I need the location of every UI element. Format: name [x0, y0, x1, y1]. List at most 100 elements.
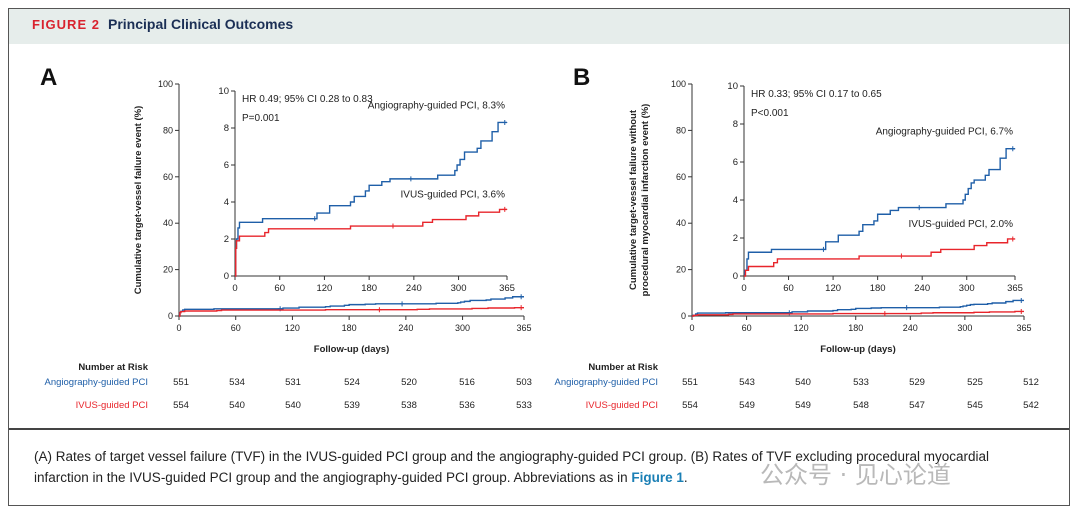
- panel-a-inset-x-tick-label: 120: [316, 283, 332, 294]
- panel-a-inset-censor-mark: [408, 176, 414, 182]
- panel-a-series-label-ivus-guided-pci: IVUS-guided PCI, 3.6%: [401, 189, 506, 200]
- panel-a-risk-value: 540: [229, 400, 245, 411]
- panel-a-inset-x-tick-label: 300: [451, 283, 467, 294]
- panel-a-main-x-tick-label: 300: [455, 323, 470, 333]
- panel-b-inset-y-tick-label: 0: [733, 271, 738, 282]
- panel-b-annotation: HR 0.33; 95% CI 0.17 to 0.65: [751, 89, 882, 100]
- figure-caption: (A) Rates of target vessel failure (TVF)…: [34, 446, 1034, 488]
- panel-a-risk-value: 533: [516, 400, 532, 411]
- panel-b-risk-value: 540: [795, 377, 811, 388]
- panel-a-inset-censor-mark: [502, 206, 508, 212]
- panel-a-inset-x-tick-label: 365: [499, 283, 515, 294]
- figure-1-link[interactable]: Figure 1: [631, 470, 684, 485]
- panel-a-inset-censor-mark: [502, 119, 508, 125]
- panel-b-main-y-tick-label: 80: [676, 125, 686, 135]
- panel-a-inset-y-tick-label: 0: [224, 271, 229, 282]
- panel-b-risk-value: 525: [967, 377, 983, 388]
- panel-a-inset-y-tick-label: 4: [224, 197, 229, 208]
- figure-frame: [8, 8, 1070, 506]
- panel-a-inset-ivus-guided-pci-curve: [235, 208, 507, 277]
- panel-a-inset-censor-mark: [312, 216, 318, 222]
- panel-a-main-y-tick-label: 60: [163, 172, 173, 182]
- panel-a-x-axis-label: Follow-up (days): [314, 344, 389, 355]
- panel-a-main-censor-mark: [518, 305, 524, 311]
- panel-a-inset-y-tick-label: 2: [224, 234, 229, 245]
- panel-a-risk-value: 534: [229, 377, 245, 388]
- panel-b-inset-censor-mark: [1010, 146, 1016, 152]
- panel-a-y-axis-label: Cumulative target-vessel failure event (…: [133, 106, 144, 294]
- panel-a-main-y-tick-label: 20: [163, 265, 173, 275]
- panel-b-inset-y-tick-label: 2: [733, 233, 738, 244]
- panel-b-risk-value: 548: [853, 400, 869, 411]
- panel-a-main-censor-mark: [376, 307, 382, 313]
- panel-b-y-axis-label-line: Cumulative target-vessel failure without: [628, 109, 639, 290]
- panel-a-inset-y-tick-label: 10: [218, 86, 229, 97]
- panel-b-inset-x-tick-label: 365: [1007, 283, 1023, 294]
- panel-b-main-censor-mark: [1018, 308, 1024, 314]
- panel-b-inset-angiography-guided-pci-curve: [744, 148, 1015, 277]
- panel-b-risk-label-ivus-guided-pci: IVUS-guided PCI: [586, 400, 658, 411]
- panel-b-risk-value: 551: [682, 377, 698, 388]
- panel-b-inset-censor-mark: [898, 253, 904, 259]
- panel-b-main-angiography-guided-pci-curve: [692, 299, 1024, 317]
- panel-b-inset-y-tick-label: 4: [733, 195, 738, 206]
- panel-b-inset-ivus-guided-pci-curve: [744, 238, 1015, 277]
- panel-b-annotation: P<0.001: [751, 108, 789, 119]
- panel-a-main-y-tick-label: 80: [163, 125, 173, 135]
- panel-a-main-y-tick-label: 0: [168, 311, 173, 321]
- panel-a-series-label-angiography-guided-pci: Angiography-guided PCI, 8.3%: [368, 100, 505, 111]
- panel-b-risk-value: 529: [909, 377, 925, 388]
- panel-a-annotation: P=0.001: [242, 113, 280, 124]
- caption-text: (A) Rates of target vessel failure (TVF)…: [34, 449, 989, 485]
- panel-a-risk-value: 531: [285, 377, 301, 388]
- panel-a-main-x-tick-label: 365: [516, 323, 531, 333]
- panel-a-main-ivus-guided-pci-curve: [179, 306, 524, 317]
- panel-a-inset-x-tick-label: 240: [406, 283, 422, 294]
- panel-b-inset-x-tick-label: 0: [741, 283, 746, 294]
- panel-b-risk-value: 549: [795, 400, 811, 411]
- panel-a-main-y-tick-label: 100: [158, 79, 173, 89]
- panel-b-inset-x-tick-label: 120: [825, 283, 841, 294]
- panel-b-inset-y-tick-label: 10: [727, 81, 738, 92]
- panel-b-main-x-tick-label: 0: [689, 323, 694, 333]
- panel-a-main-x-tick-label: 60: [231, 323, 241, 333]
- panel-a-risk-value: 516: [459, 377, 475, 388]
- panel-b-risk-value: 543: [739, 377, 755, 388]
- panel-a-inset-x-tick-label: 60: [274, 283, 285, 294]
- caption-end: .: [683, 470, 688, 485]
- panel-a-risk-value: 539: [344, 400, 360, 411]
- panel-a-risk-value: 503: [516, 377, 532, 388]
- panel-b-main-censor-mark: [904, 305, 910, 311]
- panel-b-main-y-tick-label: 0: [681, 311, 686, 321]
- panel-b-risk-value: 533: [853, 377, 869, 388]
- panel-a-risk-value: 540: [285, 400, 301, 411]
- panel-b-main-x-tick-label: 180: [848, 323, 863, 333]
- panel-b-inset-censor-mark: [820, 246, 826, 252]
- panel-b-risk-value: 545: [967, 400, 983, 411]
- panel-a-main-x-tick-label: 120: [285, 323, 300, 333]
- panel-b-main-x-tick-label: 120: [794, 323, 809, 333]
- panel-b-risk-value: 512: [1023, 377, 1039, 388]
- panel-b-inset-x-tick-label: 240: [914, 283, 930, 294]
- panel-b-main-y-tick-label: 60: [676, 172, 686, 182]
- panel-a-risk-label-ivus-guided-pci: IVUS-guided PCI: [76, 400, 148, 411]
- panel-a-main-x-tick-label: 0: [176, 323, 181, 333]
- panel-b-inset-y-tick-label: 8: [733, 119, 738, 130]
- panel-b-x-axis-label: Follow-up (days): [820, 344, 895, 355]
- panel-a-risk-value: 538: [401, 400, 417, 411]
- panel-b-main-y-tick-label: 40: [676, 218, 686, 228]
- panel-a-inset-x-tick-label: 180: [361, 283, 377, 294]
- panel-b-series-label-angiography-guided-pci: Angiography-guided PCI, 6.7%: [876, 127, 1013, 138]
- panel-b-main-x-tick-label: 300: [957, 323, 972, 333]
- panel-a-inset-censor-mark: [390, 223, 396, 229]
- panel-a-main-y-tick-label: 40: [163, 218, 173, 228]
- panel-a-risk-value: 554: [173, 400, 189, 411]
- panel-b-main-x-tick-label: 60: [742, 323, 752, 333]
- panel-a-main-x-tick-label: 180: [342, 323, 357, 333]
- panel-a-main-x-tick-label: 240: [398, 323, 413, 333]
- watermark: 公众号 · 见心论道: [760, 461, 951, 489]
- figure-title: Principal Clinical Outcomes: [108, 16, 294, 32]
- panel-b-main-y-tick-label: 20: [676, 265, 686, 275]
